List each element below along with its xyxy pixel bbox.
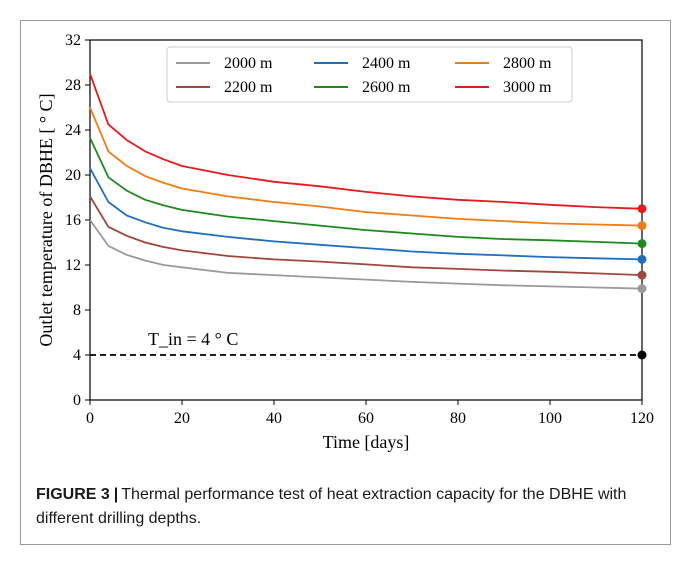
x-tick-label: 80 — [450, 410, 466, 427]
series-line-2400m — [89, 167, 643, 261]
legend-entry: 3000 m — [503, 79, 552, 96]
y-tick-label: 16 — [65, 212, 81, 229]
series-line-2600m — [89, 137, 643, 245]
caption-label: FIGURE 3 — [36, 486, 110, 503]
series-line-2800m — [89, 107, 643, 227]
y-tick-label: 20 — [65, 167, 81, 184]
legend: 2000 m 2200 m 2400 m 2600 m 2800 m 3000 m — [166, 46, 573, 103]
y-tick-label: 8 — [73, 302, 81, 319]
series-end-marker — [637, 204, 647, 214]
x-ticks: 0 20 40 60 80 100 120 — [86, 400, 654, 427]
series-line-3000m — [89, 73, 643, 210]
y-ticks: 0 4 8 12 16 20 24 28 32 — [65, 32, 90, 409]
legend-entry: 2400 m — [362, 55, 411, 72]
x-tick-label: 20 — [174, 410, 190, 427]
y-tick-label: 28 — [65, 77, 81, 94]
reference-end-marker — [637, 350, 647, 360]
series-end-marker — [637, 270, 647, 280]
y-tick-label: 4 — [73, 347, 81, 364]
x-tick-label: 100 — [538, 410, 562, 427]
series-end-marker — [637, 284, 647, 294]
legend-box — [166, 46, 573, 103]
x-tick-label: 120 — [630, 410, 654, 427]
x-tick-label: 0 — [86, 410, 94, 427]
y-tick-label: 12 — [65, 257, 81, 274]
y-axis-label: Outlet temperature of DBHE [ ° C] — [36, 93, 56, 346]
caption-separator: | — [113, 486, 119, 503]
legend-entry: 2800 m — [503, 55, 552, 72]
series-line-2000m — [89, 219, 643, 290]
x-tick-label: 40 — [266, 410, 282, 427]
y-tick-label: 32 — [65, 32, 81, 49]
x-tick-label: 60 — [358, 410, 374, 427]
reference-line-label: T_in = 4 ° C — [148, 329, 238, 349]
series-end-marker — [637, 221, 647, 231]
legend-entry: 2200 m — [224, 79, 273, 96]
series-end-marker — [637, 239, 647, 249]
legend-entry: 2600 m — [362, 79, 411, 96]
figure-caption: FIGURE 3 | Thermal performance test of hea… — [36, 483, 656, 531]
legend-entry: 2000 m — [224, 55, 273, 72]
series-end-marker — [637, 254, 647, 264]
series-group — [89, 73, 647, 294]
y-tick-label: 24 — [65, 122, 81, 139]
series-line-2200m — [89, 195, 643, 276]
reference-line-group: T_in = 4 ° C — [90, 329, 647, 360]
y-tick-label: 0 — [73, 392, 81, 409]
x-axis-label: Time [days] — [323, 432, 410, 452]
caption-text: Thermal performance test of heat extract… — [36, 486, 627, 527]
